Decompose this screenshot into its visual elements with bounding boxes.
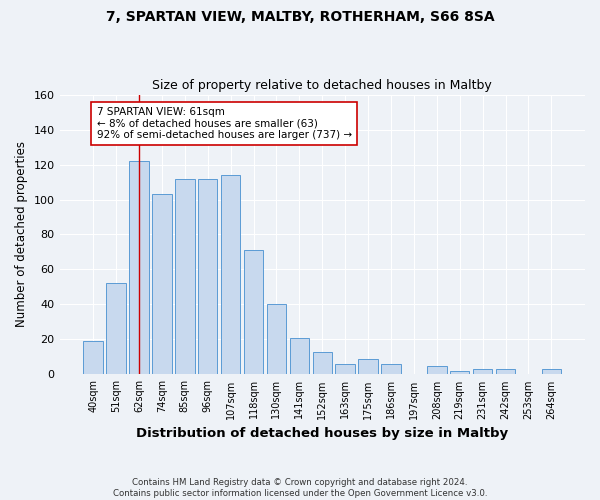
Bar — [313, 352, 332, 374]
Bar — [221, 175, 241, 374]
Y-axis label: Number of detached properties: Number of detached properties — [15, 142, 28, 328]
Bar — [473, 369, 493, 374]
Bar — [542, 369, 561, 374]
Bar — [129, 161, 149, 374]
X-axis label: Distribution of detached houses by size in Maltby: Distribution of detached houses by size … — [136, 427, 508, 440]
Bar — [267, 304, 286, 374]
Bar — [335, 364, 355, 374]
Bar — [496, 369, 515, 374]
Bar — [106, 284, 126, 374]
Bar — [381, 364, 401, 374]
Bar — [290, 338, 309, 374]
Bar — [427, 366, 446, 374]
Bar — [83, 341, 103, 374]
Title: Size of property relative to detached houses in Maltby: Size of property relative to detached ho… — [152, 79, 492, 92]
Bar — [358, 358, 378, 374]
Bar — [152, 194, 172, 374]
Bar — [450, 371, 469, 374]
Text: 7, SPARTAN VIEW, MALTBY, ROTHERHAM, S66 8SA: 7, SPARTAN VIEW, MALTBY, ROTHERHAM, S66 … — [106, 10, 494, 24]
Text: Contains HM Land Registry data © Crown copyright and database right 2024.
Contai: Contains HM Land Registry data © Crown c… — [113, 478, 487, 498]
Bar — [198, 178, 217, 374]
Bar — [244, 250, 263, 374]
Bar — [175, 178, 194, 374]
Text: 7 SPARTAN VIEW: 61sqm
← 8% of detached houses are smaller (63)
92% of semi-detac: 7 SPARTAN VIEW: 61sqm ← 8% of detached h… — [97, 107, 352, 140]
